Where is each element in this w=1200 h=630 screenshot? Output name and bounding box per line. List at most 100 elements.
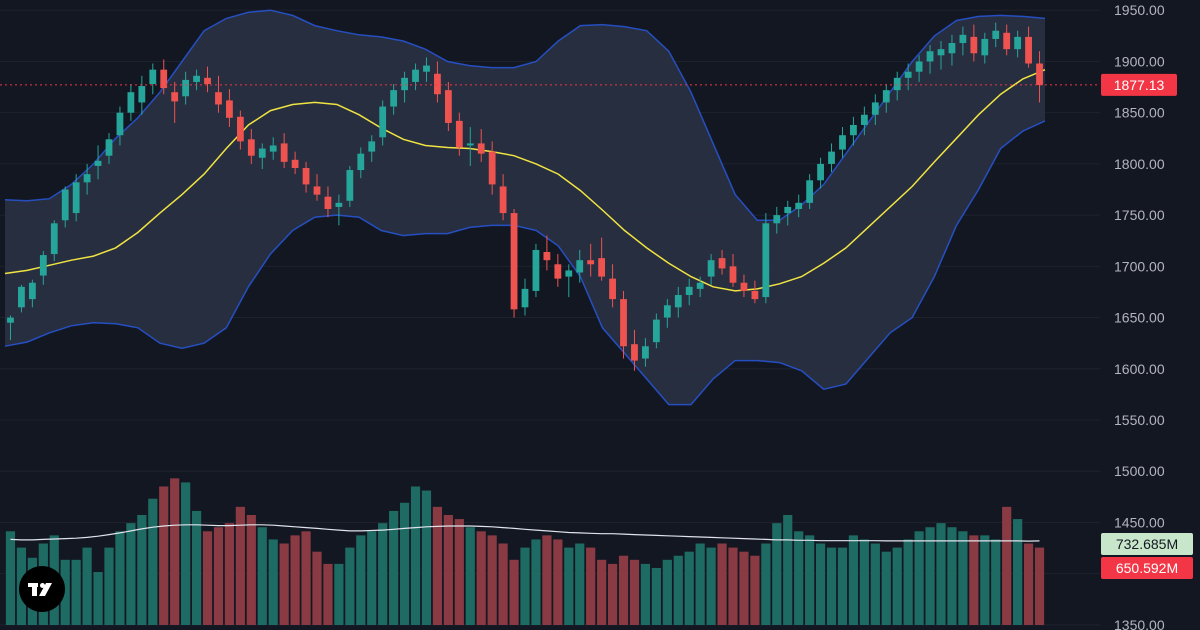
candle-body xyxy=(61,189,69,221)
volume-bar xyxy=(290,535,300,625)
candle xyxy=(455,112,463,156)
volume-bar xyxy=(695,543,705,625)
volume-bar xyxy=(575,543,585,625)
candle-body xyxy=(806,180,814,203)
candle xyxy=(357,147,365,179)
candle xyxy=(652,313,660,349)
candle-body xyxy=(652,319,660,343)
candle-body xyxy=(620,299,627,347)
candle xyxy=(50,220,58,262)
candle xyxy=(860,106,868,136)
candle-body xyxy=(72,182,80,214)
candle-body xyxy=(663,305,671,318)
candle-body xyxy=(773,215,781,224)
volume-bar xyxy=(104,547,114,625)
candle xyxy=(258,143,266,170)
candle-body xyxy=(729,266,737,283)
candle xyxy=(904,63,912,91)
volume-bar xyxy=(969,535,979,625)
candle xyxy=(204,66,211,93)
candle xyxy=(18,284,25,313)
volume-bar xyxy=(903,539,913,625)
tradingview-logo-glyph xyxy=(28,583,52,596)
candle-body xyxy=(434,73,441,95)
candle xyxy=(324,186,332,218)
candle-body xyxy=(1025,36,1032,64)
candle xyxy=(401,71,408,103)
candle-body xyxy=(948,43,956,54)
volume-bar xyxy=(1002,506,1012,625)
candle xyxy=(39,250,47,285)
candle xyxy=(915,55,923,82)
bollinger-middle-band xyxy=(4,69,1046,292)
volume-bar xyxy=(5,531,16,625)
candle xyxy=(674,286,682,318)
candle xyxy=(368,135,376,162)
candle-body xyxy=(138,86,146,103)
candle-body xyxy=(576,260,584,273)
volume-bar xyxy=(454,519,464,625)
volume-bar xyxy=(520,547,530,625)
volume-bar xyxy=(629,559,640,625)
price-tick-label: 1800.00 xyxy=(1114,156,1165,172)
tradingview-logo-icon[interactable] xyxy=(19,566,65,612)
candle xyxy=(729,254,737,287)
volume-bar xyxy=(728,547,738,625)
candle xyxy=(740,274,748,298)
volume-bar xyxy=(881,551,891,625)
candle xyxy=(7,315,14,341)
candle-body xyxy=(94,160,102,166)
candle xyxy=(620,290,627,359)
volume-bar xyxy=(783,515,793,625)
candle-body xyxy=(455,120,463,148)
price-tick-label: 1650.00 xyxy=(1114,310,1165,326)
candle-body xyxy=(193,75,200,82)
volume-bar xyxy=(815,543,826,625)
candle-body xyxy=(696,282,704,289)
candle-body xyxy=(1036,63,1043,86)
volume-bar xyxy=(607,563,618,625)
candle xyxy=(94,145,102,180)
volume-bar xyxy=(947,527,957,625)
candle xyxy=(423,57,430,82)
volume-bar xyxy=(465,527,475,625)
candle xyxy=(1003,24,1011,56)
volume-bar xyxy=(618,555,629,625)
candle xyxy=(466,127,474,166)
candle xyxy=(61,186,69,228)
candle-body xyxy=(740,282,748,291)
volume-bar xyxy=(213,527,224,625)
candle-body xyxy=(587,260,595,265)
volume-bar xyxy=(334,563,344,625)
candles xyxy=(7,22,1043,371)
candle-body xyxy=(828,151,835,164)
candle-body xyxy=(674,295,682,308)
candle-body xyxy=(160,69,168,89)
candle-body xyxy=(817,163,824,181)
candle-body xyxy=(423,65,430,72)
volume-bar xyxy=(859,539,869,625)
last-price-label: 1877.13 xyxy=(1114,77,1165,93)
candle xyxy=(247,129,255,164)
candle-body xyxy=(302,168,310,185)
candle-body xyxy=(970,36,978,54)
volume-bar xyxy=(848,535,859,625)
candle-body xyxy=(871,102,879,115)
candle xyxy=(1014,30,1022,58)
candle-body xyxy=(204,77,211,84)
volume-bar xyxy=(235,506,245,625)
candle-body xyxy=(631,344,638,361)
volume-bar xyxy=(837,547,848,625)
candle-body xyxy=(269,145,277,152)
candle-body xyxy=(18,286,25,308)
candle-body xyxy=(554,264,562,279)
candle xyxy=(784,200,792,226)
candle xyxy=(379,100,387,146)
volume-bar xyxy=(739,551,749,625)
candle xyxy=(434,61,441,103)
candle-body xyxy=(127,92,135,113)
candle xyxy=(762,213,770,304)
last-volume-label: 650.592M xyxy=(1116,560,1178,576)
candle xyxy=(598,237,606,281)
